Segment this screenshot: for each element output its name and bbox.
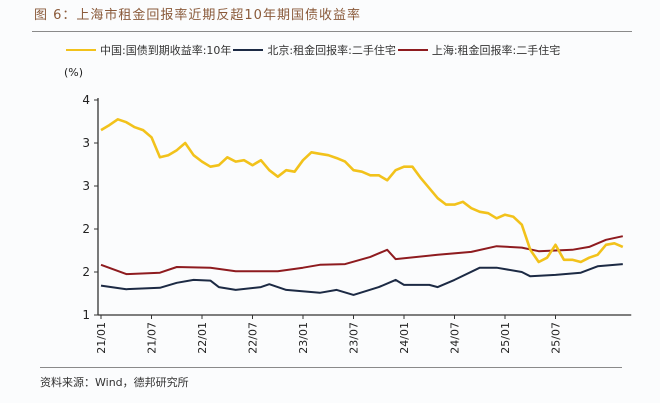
y-axis-unit: (%) (64, 66, 84, 79)
x-tick-label: 25/07 (550, 322, 563, 354)
y-tick-label: 3 (82, 136, 90, 150)
legend-item-shanghai: 上海:租金回报率:二手住宅 (397, 42, 561, 58)
x-tick-label: 21/01 (95, 322, 108, 354)
source-divider (40, 367, 622, 368)
y-tick-label: 2 (82, 222, 90, 236)
x-tick-label: 21/07 (146, 322, 159, 354)
series-cn-10y-yield (100, 118, 624, 264)
legend-item-beijing: 北京:租金回报率:二手住宅 (233, 42, 396, 58)
y-tick-label: 2 (82, 265, 90, 279)
x-tick-label: 24/07 (449, 322, 462, 354)
source-note: 资料来源：Wind，德邦研究所 (40, 376, 189, 389)
x-tick-label: 22/01 (196, 322, 209, 354)
legend-swatch (66, 49, 96, 51)
legend-swatch (233, 49, 264, 51)
x-tick-label: 24/01 (398, 322, 411, 354)
legend-item-cn-10y: 中国:国债到期收益率:10年 (66, 42, 231, 58)
legend-label: 中国:国债到期收益率:10年 (100, 44, 232, 57)
title-divider (32, 31, 632, 32)
legend-label: 上海:租金回报率:二手住宅 (431, 44, 561, 57)
figure-title: 图 6：上海市租金回报率近期反超10年期国债收益率 (34, 8, 361, 23)
series-shanghai-rent-yield (100, 235, 624, 276)
y-tick-label: 4 (82, 93, 90, 107)
y-tick-label: 1 (82, 308, 90, 322)
legend-label: 北京:租金回报率:二手住宅 (267, 44, 396, 57)
x-tick-label: 22/07 (247, 322, 260, 354)
legend: 中国:国债到期收益率:10年 北京:租金回报率:二手住宅 上海:租金回报率:二手… (66, 42, 562, 58)
legend-swatch (397, 49, 428, 51)
y-tick-label: 3 (82, 179, 90, 193)
x-tick-label: 23/07 (348, 322, 361, 354)
x-tick-label: 23/01 (297, 322, 310, 354)
series-beijing-rent-yield (100, 263, 623, 296)
x-tick-label: 25/01 (499, 322, 512, 354)
